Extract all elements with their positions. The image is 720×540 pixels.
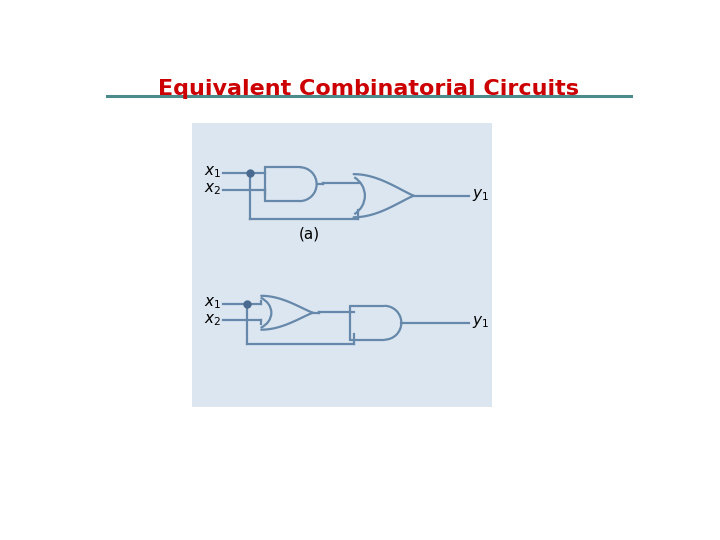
Text: $x_1$: $x_1$ — [204, 295, 221, 310]
Bar — [192, 123, 492, 408]
Text: $y_1$: $y_1$ — [472, 187, 490, 203]
Text: $x_2$: $x_2$ — [204, 181, 221, 197]
Text: (a): (a) — [298, 226, 320, 241]
Text: $y_1$: $y_1$ — [472, 314, 490, 330]
Text: $x_2$: $x_2$ — [204, 312, 221, 328]
Text: Equivalent Combinatorial Circuits: Equivalent Combinatorial Circuits — [158, 79, 580, 99]
Text: $x_1$: $x_1$ — [204, 164, 221, 180]
